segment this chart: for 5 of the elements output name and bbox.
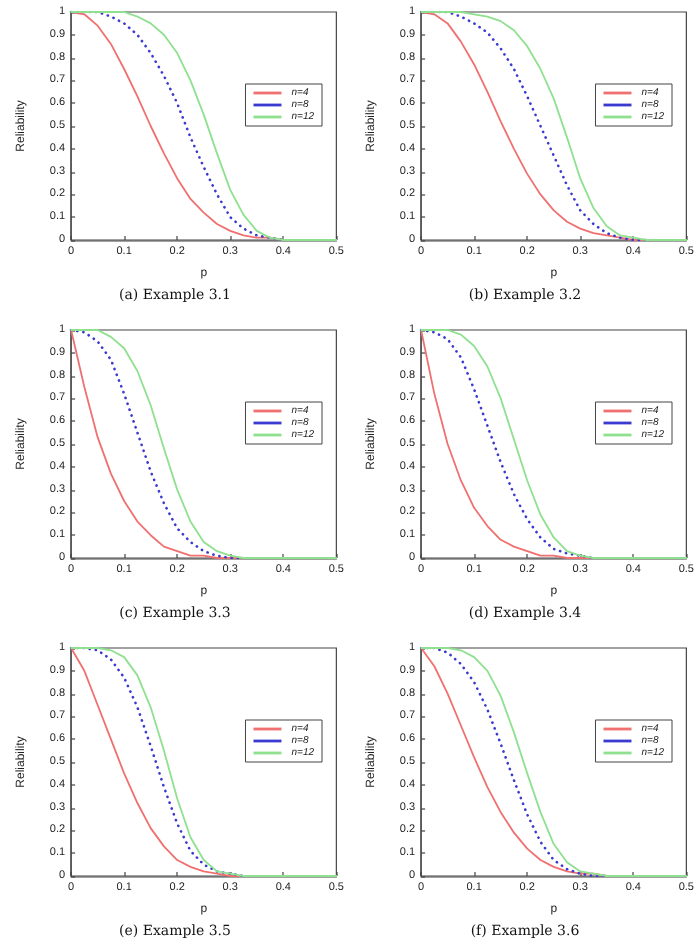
line-series xyxy=(420,647,688,877)
line-series xyxy=(70,11,338,241)
line-series xyxy=(420,329,688,559)
line-series xyxy=(70,647,338,877)
line-series xyxy=(70,329,338,559)
